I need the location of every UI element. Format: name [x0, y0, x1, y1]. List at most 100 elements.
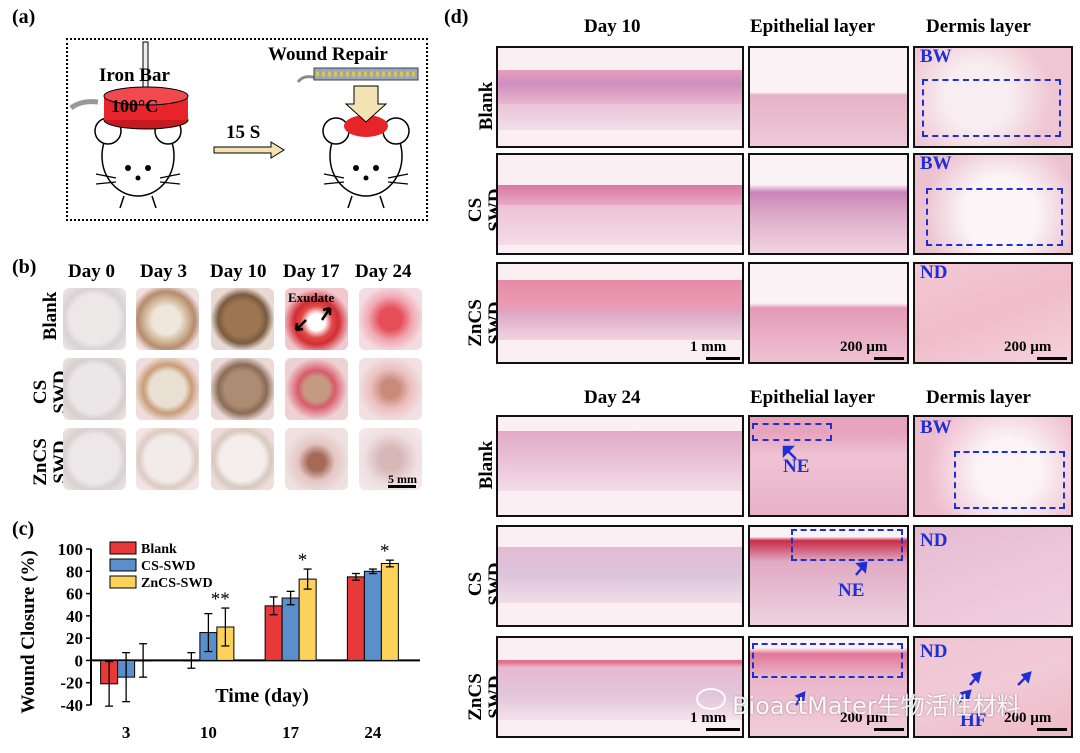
- photo-blank-day0: [63, 288, 126, 350]
- y-tick-label-6: -20: [60, 674, 83, 693]
- hist-d10-blank-dermis: [913, 46, 1073, 148]
- y-tick-label-2: 60: [66, 585, 83, 604]
- bar-cs-swd-day17: [281, 597, 300, 661]
- wechat-icon: [696, 688, 726, 710]
- y-tick-label-4: 20: [66, 629, 83, 648]
- scale-1mm-d24: 1 mm: [690, 710, 727, 726]
- temperature-label: 100°C: [111, 96, 159, 116]
- scale-200um-d10-epi: 200 µm: [840, 339, 888, 355]
- hist-d10-blank-overview: [496, 46, 744, 148]
- tag-bw-d10-cs: BW: [920, 153, 952, 174]
- panel-label-a: (a): [12, 6, 36, 28]
- exudate-label: Exudate: [288, 290, 335, 305]
- box-bw-d10-cs: [926, 188, 1063, 246]
- scale-200um-d10-der: 200 µm: [1004, 339, 1052, 355]
- bar-zncs-swd-day17: [298, 578, 317, 661]
- day10-epithelial-title: Epithelial layer: [750, 16, 876, 37]
- tag-hf-d24-zncs: HF: [960, 710, 987, 731]
- tag-bw-d24-blank: BW: [920, 417, 952, 438]
- scale-200um-d24-epi: 200 µm: [840, 710, 888, 726]
- photo-day-3: Day 3: [140, 261, 187, 282]
- tag-ne-d24-blank: NE: [783, 456, 810, 477]
- hist-d24-zncs-epithelial: [748, 636, 909, 738]
- hist-d10-zncs-epithelial: [748, 262, 909, 364]
- day24-epithelial-title: Epithelial layer: [750, 387, 876, 408]
- photo-day-0: Day 0: [68, 261, 115, 282]
- legend-swatch-0: [109, 541, 137, 555]
- day10-title: Day 10: [584, 16, 641, 37]
- scale-200um-d24-der: 200 µm: [1004, 710, 1052, 726]
- photo-zncs-day24: [359, 428, 422, 490]
- box-ne-d24-blank: [752, 423, 832, 441]
- photo-blank-day24: [359, 288, 422, 350]
- photo-cs-day3: [136, 358, 199, 420]
- scale-1mm-d10: 1 mm: [690, 339, 727, 355]
- panel-label-d: (d): [444, 6, 469, 28]
- iron-bar-icon: [69, 41, 189, 130]
- scale-bar-200um-d10-der: [1037, 357, 1067, 360]
- x-tick-label-3: 3: [122, 723, 131, 742]
- photo-day-24: Day 24: [355, 261, 412, 282]
- x-axis-label: Time (day): [215, 685, 309, 707]
- duration-label: 15 S: [226, 122, 261, 143]
- tag-nd-d24-zncs: ND: [920, 641, 948, 662]
- y-axis-label: Wound Closure (%): [18, 550, 39, 713]
- iron-bar-label: Iron Bar: [99, 65, 170, 86]
- scale-bar-1mm-d10: [706, 357, 740, 360]
- scale-bar-1mm-d24: [706, 728, 740, 731]
- watermark: BioactMater生物活性材料: [732, 692, 1021, 720]
- schematic-drawing: [69, 41, 419, 209]
- hist-d24-cs-epithelial: [748, 525, 909, 627]
- day24-dermis-title: Dermis layer: [926, 387, 1031, 408]
- hist-row-blank-d10: Blank: [476, 81, 497, 131]
- box-bw-d10-blank: [922, 79, 1061, 137]
- exudate-arrows-icon: [294, 306, 332, 332]
- significance-day10: **: [211, 589, 230, 610]
- photo-cs-day10: [211, 358, 274, 420]
- photo-blank-day10: [211, 288, 274, 350]
- x-tick-label-10: 10: [200, 723, 217, 742]
- hist-d24-cs-dermis: [913, 525, 1073, 627]
- hist-d10-blank-epithelial: [748, 46, 909, 148]
- tag-ne-d24-cs: NE: [838, 580, 865, 601]
- y-tick-label-1: 80: [66, 562, 83, 581]
- photo-blank-day17: [285, 288, 348, 350]
- photo-cs-day17: [285, 358, 348, 420]
- photo-scale-bar: [388, 485, 416, 488]
- day10-dermis-title: Dermis layer: [926, 16, 1031, 37]
- hist-d10-zncs-dermis: [913, 262, 1073, 364]
- bar-blank-day24: [346, 576, 365, 661]
- legend-swatch-1: [109, 558, 137, 572]
- box-ne-d24-zncs: [752, 643, 903, 678]
- y-tick-label-0: 100: [58, 540, 84, 559]
- scale-bar-200um-d10-epi: [874, 357, 904, 360]
- panel-label-c: (c): [12, 518, 35, 540]
- photo-day-17: Day 17: [283, 261, 340, 282]
- photo-zncs-day3: [136, 428, 199, 490]
- tag-bw-d10-blank: BW: [920, 46, 952, 67]
- legend-swatch-2: [109, 575, 137, 589]
- photo-cs-day24: [359, 358, 422, 420]
- tag-nd-d10-zncs: ND: [920, 262, 948, 283]
- photo-day-10: Day 10: [210, 261, 267, 282]
- x-tick-label-17: 17: [282, 723, 300, 742]
- box-bw-d24-blank: [954, 451, 1065, 509]
- photo-scale-label: 5 mm: [388, 472, 417, 486]
- hist-d24-cs-overview: [496, 525, 744, 627]
- mouse-right-icon: [322, 115, 410, 209]
- annotation-arrows-icon: [782, 445, 1032, 706]
- hist-d10-cs-dermis: [913, 153, 1073, 255]
- hist-d24-blank-dermis: [913, 415, 1073, 517]
- photo-zncs-day10: [211, 428, 274, 490]
- mouse-left-icon: [94, 115, 182, 209]
- panel-label-b: (b): [12, 256, 37, 278]
- box-ne-d24-cs: [791, 529, 903, 561]
- legend-label-2: ZnCS-SWD: [141, 576, 213, 591]
- legend-label-1: CS-SWD: [141, 559, 195, 574]
- hist-d10-zncs-overview: [496, 262, 744, 364]
- hist-d10-cs-epithelial: [748, 153, 909, 255]
- photo-cs-day0: [63, 358, 126, 420]
- wound-closure-chart: Wound Closure (%) 100806040200-20-403**1…: [18, 540, 420, 742]
- hist-row-blank-d24: Blank: [476, 440, 497, 490]
- x-tick-label-24: 24: [364, 723, 382, 742]
